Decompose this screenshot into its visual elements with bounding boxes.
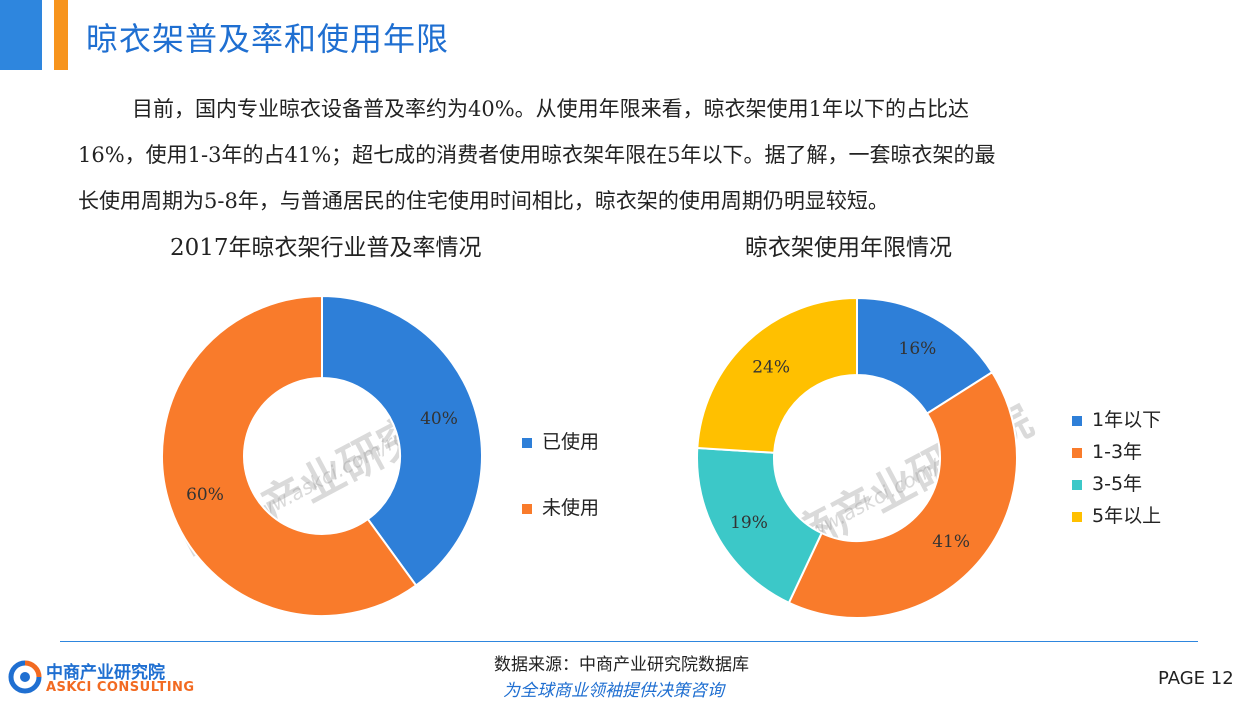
donut-slice-0-0 [321, 294, 483, 587]
legend-swatch-under-1y [1072, 415, 1082, 426]
donut-label-0-0: 40% [420, 409, 458, 429]
data-source: 数据来源：中商产业研究院数据库 [494, 655, 749, 675]
donut-label-1-0: 16% [899, 339, 937, 359]
legend-item-unused: 未使用 [522, 492, 599, 558]
chart-1-donut: 40% 60% [161, 294, 483, 617]
donut-label-1-3: 24% [752, 358, 790, 378]
footer-divider [60, 641, 1198, 642]
accent-bar-blue [0, 0, 42, 70]
donut-slice-1-0 [856, 296, 994, 415]
legend-label-under-1y: 1年以下 [1092, 409, 1162, 431]
chart-2-legend: 1年以下 1-3年 3-5年 5年以上 [1072, 404, 1161, 532]
chart-2-title: 晾衣架使用年限情况 [745, 235, 952, 261]
logo-mark-icon [8, 660, 42, 694]
legend-item-3-5y: 3-5年 [1072, 468, 1161, 500]
legend-item-used: 已使用 [522, 426, 599, 492]
legend-label-unused: 未使用 [542, 497, 600, 519]
legend-swatch-1-3y [1072, 447, 1082, 458]
accent-bar-orange [54, 0, 68, 70]
company-logo: 中商产业研究院 ASKCI CONSULTING [8, 658, 208, 704]
page-title: 晾衣架普及率和使用年限 [86, 20, 450, 58]
legend-label-3-5y: 3-5年 [1092, 473, 1143, 495]
donut-label-0-1: 60% [186, 485, 224, 505]
legend-swatch-3-5y [1072, 479, 1082, 490]
chart-1-legend: 已使用 未使用 [522, 426, 599, 558]
logo-text-en: ASKCI CONSULTING [46, 680, 195, 695]
legend-item-1-3y: 1-3年 [1072, 436, 1161, 468]
legend-item-over-5y: 5年以上 [1072, 500, 1161, 532]
donut-slice-1-2 [696, 446, 823, 605]
donut-label-1-2: 19% [730, 513, 768, 533]
chart-1-title: 2017年晾衣架行业普及率情况 [170, 235, 482, 261]
donut-slice-1-3 [696, 296, 858, 454]
legend-swatch-unused [522, 503, 532, 514]
chart-2-donut: 16% 41% 19% 24% [696, 296, 1018, 619]
intro-line-2: 16%，使用1-3年的占41%；超七成的消费者使用晾衣架年限在5年以下。据了解，… [78, 143, 996, 167]
logo-text-cn: 中商产业研究院 [46, 663, 165, 683]
donut-slice-1-1 [787, 370, 1018, 619]
donut-label-1-1: 41% [932, 532, 970, 552]
legend-swatch-over-5y [1072, 511, 1082, 522]
legend-item-under-1y: 1年以下 [1072, 404, 1161, 436]
legend-label-used: 已使用 [542, 431, 600, 453]
legend-label-1-3y: 1-3年 [1092, 441, 1143, 463]
footer-slogan: 为全球商业领袖提供决策咨询 [503, 681, 724, 701]
intro-paragraph: 目前，国内专业晾衣设备普及率约为40%。从使用年限来看，晾衣架使用1年以下的占比… [78, 86, 1158, 224]
legend-label-over-5y: 5年以上 [1092, 505, 1162, 527]
page-number: PAGE 12 [1158, 668, 1234, 689]
intro-line-3: 长使用周期为5-8年，与普通居民的住宅使用时间相比，晾衣架的使用周期仍明显较短。 [78, 189, 889, 213]
legend-swatch-used [522, 437, 532, 448]
intro-line-1: 目前，国内专业晾衣设备普及率约为40%。从使用年限来看，晾衣架使用1年以下的占比… [132, 97, 970, 121]
donut-slice-0-1 [161, 294, 418, 617]
